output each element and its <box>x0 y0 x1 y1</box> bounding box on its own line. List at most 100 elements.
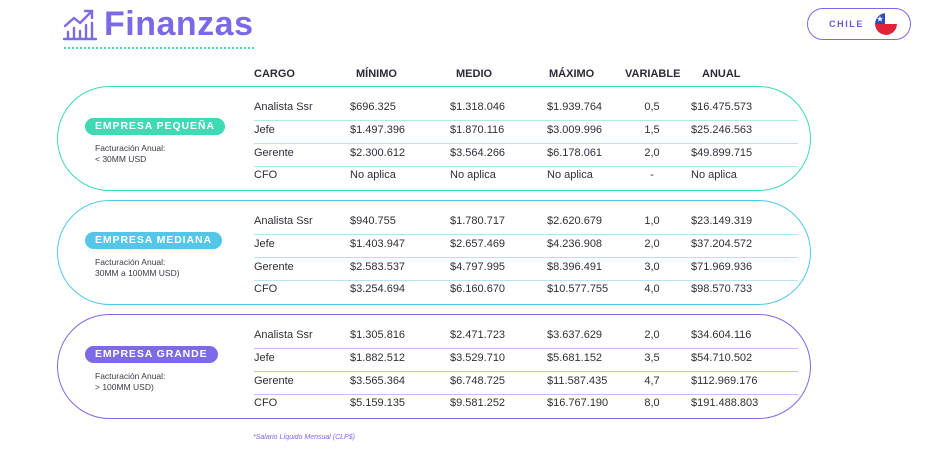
table-row: Analista Ssr $1.305.816 $2.471.723 $3.637.6… <box>254 328 798 349</box>
column-header-maximo: MÁXIMO <box>549 68 595 80</box>
cell-cargo: CFO <box>254 397 278 409</box>
country-selector-button[interactable]: CHILE <box>807 8 911 40</box>
cell-min: $2.300.612 <box>350 147 406 159</box>
badge-empresa-grande: EMPRESA GRANDE <box>85 346 218 363</box>
page-header: Finanzas <box>62 2 253 46</box>
table-row: Analista Ssr $940.755 $1.780.717 $2.620.679… <box>254 214 798 235</box>
cell-min: No aplica <box>350 169 396 181</box>
cell-anual: $191.488.803 <box>691 397 759 409</box>
cell-max: $4.236.908 <box>547 238 603 250</box>
cell-max: $6.178.061 <box>547 147 603 159</box>
cell-min: $940.755 <box>350 215 396 227</box>
cell-medio: $2.471.723 <box>450 329 506 341</box>
table-header: CARGO MÍNIMO MEDIO MÁXIMO VARIABLE ANUAL <box>0 68 928 82</box>
cell-medio: $6.748.725 <box>450 375 506 387</box>
row-divider <box>254 143 798 144</box>
cell-anual: $37.204.572 <box>691 238 753 250</box>
chart-growth-icon <box>62 9 98 41</box>
column-header-cargo: CARGO <box>254 68 295 80</box>
cell-max: $11.587.435 <box>547 375 608 387</box>
cell-anual: $25.246.563 <box>691 124 753 136</box>
cell-cargo: Jefe <box>254 352 275 364</box>
billing-label: Facturación Anual: <box>95 371 166 381</box>
badge-empresa-pequena: EMPRESA PEQUEÑA <box>85 118 225 135</box>
cell-anual: $34.604.116 <box>691 329 752 341</box>
cell-max: $1.939.764 <box>547 101 603 113</box>
annual-billing-note: Facturación Anual: > 100MM USD) <box>95 371 165 393</box>
cell-medio: $6.160.670 <box>450 283 506 295</box>
cell-cargo: CFO <box>254 169 278 181</box>
cell-anual: $54.710.502 <box>691 352 753 364</box>
cell-medio: $3.529.710 <box>450 352 506 364</box>
table-row: Gerente $2.583.537 $4.797.995 $8.396.491 3,0… <box>254 260 798 281</box>
cell-max: $16.767.190 <box>547 397 609 409</box>
cell-min: $1.403.947 <box>350 238 406 250</box>
cell-max: $5.681.152 <box>547 352 603 364</box>
table-row: CFO $5.159.135 $9.581.252 $16.767.190 8,0 $19… <box>254 397 759 409</box>
cell-cargo: Analista Ssr <box>254 215 313 227</box>
row-divider <box>254 166 798 167</box>
cell-medio: $1.780.717 <box>450 215 506 227</box>
cell-anual: $71.969.936 <box>691 261 753 273</box>
cell-max: $3.009.996 <box>547 124 603 136</box>
cell-anual: $49.899.715 <box>691 147 753 159</box>
column-header-minimo: MÍNIMO <box>356 68 397 80</box>
cell-medio: No aplica <box>450 169 496 181</box>
table-row: Jefe $1.403.947 $2.657.469 $4.236.908 2,0 $37… <box>254 237 798 258</box>
country-label: CHILE <box>829 19 864 29</box>
row-divider <box>254 394 798 395</box>
badge-empresa-mediana: EMPRESA MEDIANA <box>85 232 222 249</box>
annual-billing-note: Facturación Anual: 30MM a 100MM USD) <box>95 257 180 279</box>
cell-anual: $98.570.733 <box>691 283 753 295</box>
cell-medio: $3.564.266 <box>450 147 506 159</box>
chile-flag-icon <box>875 13 897 35</box>
cell-min: $1.305.816 <box>350 329 406 341</box>
cell-medio: $4.797.995 <box>450 261 506 273</box>
row-divider <box>254 257 798 258</box>
cell-medio: $2.657.469 <box>450 238 506 250</box>
cell-medio: $1.870.116 <box>450 124 505 136</box>
billing-label: Facturación Anual: <box>95 143 166 153</box>
row-divider <box>254 371 798 372</box>
cell-medio: $1.318.046 <box>450 101 506 113</box>
row-divider <box>254 348 798 349</box>
footnote: *Salario Líquido Mensual (CLP$) <box>253 434 355 441</box>
cell-medio: $9.581.252 <box>450 397 506 409</box>
cell-cargo: Analista Ssr <box>254 329 313 341</box>
cell-cargo: Jefe <box>254 124 275 136</box>
cell-cargo: Gerente <box>254 375 294 387</box>
cell-cargo: Jefe <box>254 238 275 250</box>
cell-max: $2.620.679 <box>547 215 603 227</box>
billing-value: 30MM a 100MM USD) <box>95 268 180 278</box>
cell-cargo: CFO <box>254 283 278 295</box>
cell-max: No aplica <box>547 169 593 181</box>
billing-value: < 30MM USD <box>95 154 147 164</box>
table-row: Analista Ssr $696.325 $1.318.046 $1.939.764… <box>254 100 798 121</box>
annual-billing-note: Facturación Anual: < 30MM USD <box>95 143 165 165</box>
page-title: Finanzas <box>104 4 254 43</box>
row-divider <box>254 280 798 281</box>
cell-cargo: Gerente <box>254 147 294 159</box>
cell-anual: No aplica <box>691 169 737 181</box>
company-size-group: EMPRESA GRANDE Facturación Anual: > 100MM … <box>57 314 811 419</box>
column-header-variable: VARIABLE <box>625 68 681 80</box>
cell-min: $1.882.512 <box>350 352 406 364</box>
table-row: Gerente $3.565.364 $6.748.725 $11.587.435 4,… <box>254 374 798 395</box>
cell-cargo: Analista Ssr <box>254 101 313 113</box>
billing-value: > 100MM USD) <box>95 382 154 392</box>
cell-min: $2.583.537 <box>350 261 406 273</box>
cell-min: $3.565.364 <box>350 375 406 387</box>
cell-min: $1.497.396 <box>350 124 406 136</box>
table-row: CFO $3.254.694 $6.160.670 $10.577.755 4,0 $98… <box>254 283 753 295</box>
cell-anual: $112.969.176 <box>691 375 758 387</box>
row-divider <box>254 120 798 121</box>
billing-label: Facturación Anual: <box>95 257 166 267</box>
table-row: Jefe $1.882.512 $3.529.710 $5.681.152 3,5 $54… <box>254 351 798 372</box>
company-size-group: EMPRESA MEDIANA Facturación Anual: 30MM a … <box>57 200 811 305</box>
table-row: Gerente $2.300.612 $3.564.266 $6.178.061 2,0… <box>254 146 798 167</box>
row-divider <box>254 234 798 235</box>
company-size-group: EMPRESA PEQUEÑA Facturación Anual: < 30MM … <box>57 86 811 191</box>
cell-cargo: Gerente <box>254 261 294 273</box>
cell-max: $10.577.755 <box>547 283 609 295</box>
column-header-anual: ANUAL <box>702 68 741 80</box>
